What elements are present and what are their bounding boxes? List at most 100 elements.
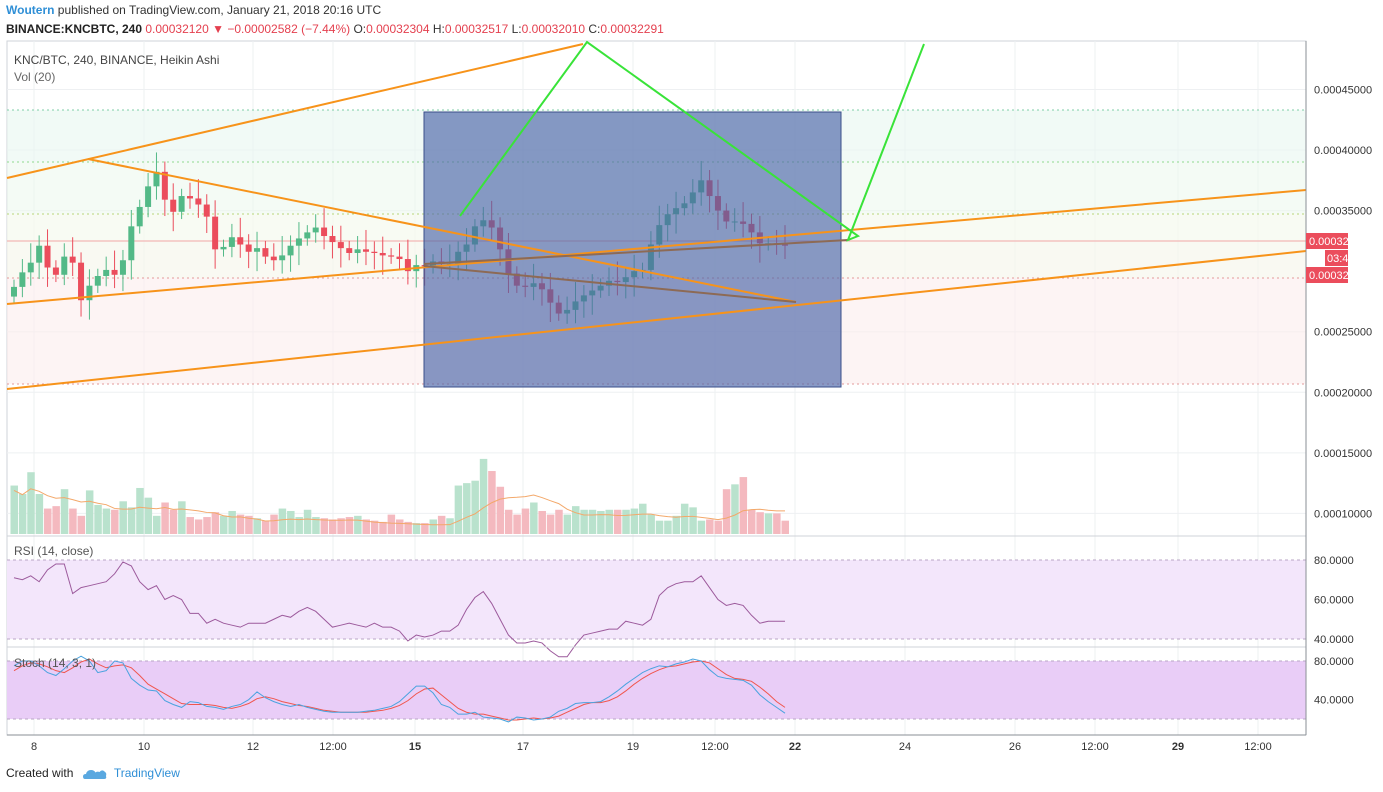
volume-bar — [44, 508, 52, 534]
volume-bar — [203, 517, 211, 534]
volume-bar — [387, 514, 396, 534]
tradingview-brand-link[interactable]: TradingView — [113, 766, 180, 780]
volume-bar — [111, 509, 119, 534]
price-tick-label: 0.00040000 — [1314, 145, 1372, 157]
stoch-k-line — [13, 655, 786, 723]
volume-bar — [513, 514, 521, 534]
rsi-legend[interactable]: RSI (14, close) — [14, 544, 93, 558]
volume-bar — [253, 518, 262, 534]
chart-area[interactable]: 0.00045000 0.00040000 0.00035000 0.00025000… — [0, 40, 1383, 753]
volume-bar — [756, 512, 764, 534]
volume-bar — [261, 520, 270, 534]
last-price-tag: 0.00032120 — [1309, 270, 1367, 282]
stoch-tick-label: 40.0000 — [1314, 695, 1354, 707]
open-label: O: — [353, 22, 367, 36]
volume-bar — [77, 515, 86, 534]
tradingview-cloud-icon — [82, 769, 107, 779]
close-price-tag: 0.00032291 — [1309, 236, 1367, 248]
rsi-tick-label: 40.0000 — [1314, 634, 1354, 646]
channel-upper-line[interactable] — [6, 43, 584, 179]
candle-body — [195, 198, 202, 205]
main-legend[interactable]: KNC/BTC, 240, BINANCE, Heikin Ashi — [14, 53, 219, 67]
volume-bar — [35, 494, 44, 534]
channel-lower-line[interactable] — [6, 250, 1307, 390]
chart-svg[interactable]: 0.00045000 0.00040000 0.00035000 0.00025000… — [0, 40, 1383, 753]
volume-bar — [479, 458, 488, 534]
rsi-axis[interactable]: 80.0000 60.0000 40.0000 — [1314, 555, 1354, 646]
volume-bar — [152, 515, 161, 534]
candle-body — [346, 248, 353, 253]
candle-body — [161, 171, 168, 200]
candle-body — [312, 227, 319, 233]
candle-body — [262, 248, 269, 257]
channel-middle-line[interactable] — [6, 189, 1307, 305]
volume-bar — [546, 514, 555, 534]
volume-bar — [10, 485, 18, 534]
volume-bar — [69, 508, 77, 534]
time-tick-label: 24 — [899, 741, 911, 752]
candle-body — [270, 256, 277, 261]
volume-bar — [337, 518, 345, 534]
stoch-axis[interactable]: 80.0000 40.0000 — [1314, 656, 1354, 707]
volume-bar — [345, 517, 354, 534]
volume-bar — [647, 514, 655, 534]
candle-body — [61, 256, 68, 275]
price-tick-label: 0.00035000 — [1314, 206, 1372, 218]
volume-bar — [60, 489, 69, 534]
time-tick-label: 12:00 — [1244, 741, 1272, 752]
close-price-tag-bg — [1306, 233, 1348, 249]
volume-bar — [303, 509, 312, 534]
volume-bar — [186, 517, 194, 534]
countdown-tag-bg — [1325, 250, 1348, 266]
volume-bar — [312, 517, 320, 534]
candle-body — [44, 245, 51, 268]
candle-body — [103, 269, 110, 276]
volume-bar — [52, 506, 60, 534]
volume-bar — [228, 510, 236, 534]
volume-bar — [287, 510, 295, 534]
low-label: L: — [511, 22, 522, 36]
volume-bar — [504, 509, 513, 534]
volume-bar — [722, 489, 731, 534]
volume-bar — [471, 480, 479, 534]
volume-bar — [362, 519, 370, 534]
candle-body — [186, 196, 193, 199]
candle-body — [69, 256, 76, 263]
volume-bar — [220, 515, 228, 534]
time-tick-label: 12:00 — [701, 741, 729, 752]
close-value: 0.00032291 — [600, 22, 664, 36]
candle-body — [78, 262, 85, 301]
volume-bar — [320, 518, 329, 534]
candle-body — [362, 249, 369, 252]
volume-bar — [630, 508, 639, 534]
candle-body — [287, 245, 294, 256]
time-tick-label: 12 — [247, 741, 259, 752]
volume-bar — [706, 519, 714, 534]
author-link[interactable]: Woutern — [6, 3, 55, 17]
rsi-line — [13, 561, 785, 658]
candle-body — [27, 262, 34, 273]
low-value: 0.00032010 — [521, 22, 586, 36]
candle-body — [212, 216, 219, 250]
volume-bar — [370, 520, 379, 534]
volume-bar — [194, 519, 203, 534]
price-axis[interactable]: 0.00045000 0.00040000 0.00035000 0.00025000… — [1305, 41, 1372, 735]
projection-path-line[interactable] — [459, 40, 925, 242]
wedge-descending-line[interactable] — [87, 158, 797, 303]
open-value: 0.00032304 — [366, 22, 430, 36]
time-tick-label: 22 — [789, 741, 801, 752]
volume-bar — [689, 507, 697, 534]
candle-body — [94, 275, 101, 286]
volume-bar — [245, 515, 253, 534]
time-axis[interactable]: 8 10 12 12:00 15 17 19 12:00 22 24 26 12:00 29 12:00 — [7, 734, 1306, 753]
wedge-brown-segment — [423, 265, 797, 303]
volume-bar — [127, 507, 136, 534]
volume-bar — [697, 520, 706, 534]
volume-legend[interactable]: Vol (20) — [14, 70, 55, 84]
volume-bar — [580, 509, 588, 534]
volume-bar — [136, 487, 144, 534]
volume-bar — [354, 515, 362, 534]
stoch-legend[interactable]: Stoch (14, 3, 1) — [14, 656, 96, 670]
volume-bar — [270, 514, 278, 534]
candle-body — [379, 252, 386, 256]
